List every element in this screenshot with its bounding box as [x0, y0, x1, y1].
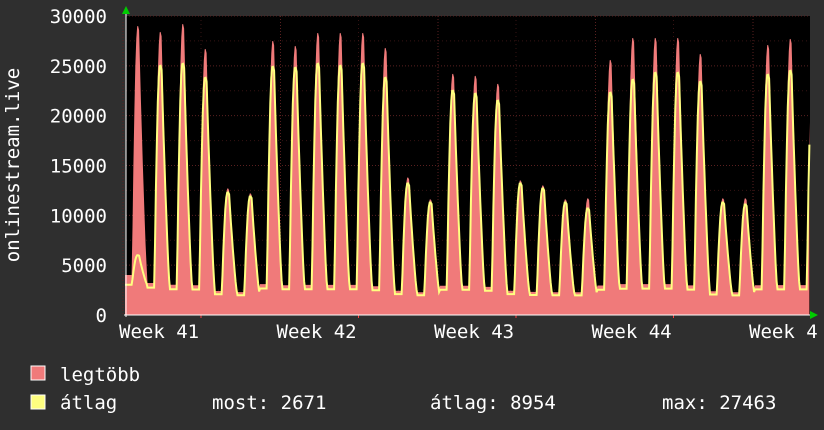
y-tick-label: 20000 — [50, 106, 107, 128]
y-axis-label: onlinestream.live — [2, 68, 24, 262]
y-tick-label: 25000 — [50, 56, 107, 78]
legend-avg-swatch — [30, 394, 46, 410]
y-tick-label: 10000 — [50, 205, 107, 227]
legend-now-value: most: 2671 — [212, 392, 326, 414]
legend-avg-label: átlag — [60, 392, 117, 414]
legend-max-value: max: 27463 — [662, 392, 776, 414]
max-series-area — [125, 24, 810, 315]
x-tick-label: Week 41 — [119, 321, 199, 343]
y-axis-ticks: 0 5000 10000 15000 20000 25000 30000 — [50, 6, 107, 327]
x-axis-arrow-icon — [810, 311, 818, 319]
y-tick-label: 0 — [96, 305, 107, 327]
x-tick-label: Week 4 — [749, 321, 818, 343]
y-tick-label: 5000 — [61, 255, 107, 277]
x-axis-ticks: Week 41 Week 42 Week 43 Week 44 Week 4 — [119, 315, 818, 343]
x-tick-label: Week 42 — [277, 321, 357, 343]
avg-series-line — [125, 62, 811, 297]
y-tick-label: 30000 — [50, 6, 107, 28]
grid-lines — [122, 15, 810, 315]
y-axis-arrow-icon — [122, 6, 130, 14]
x-tick-label: Week 44 — [592, 321, 672, 343]
x-tick-label: Week 43 — [434, 321, 514, 343]
legend-max-label: legtöbb — [60, 364, 140, 386]
legend-average-value: átlag: 8954 — [430, 392, 556, 414]
y-tick-label: 15000 — [50, 156, 107, 178]
legend-max-swatch — [30, 365, 46, 381]
